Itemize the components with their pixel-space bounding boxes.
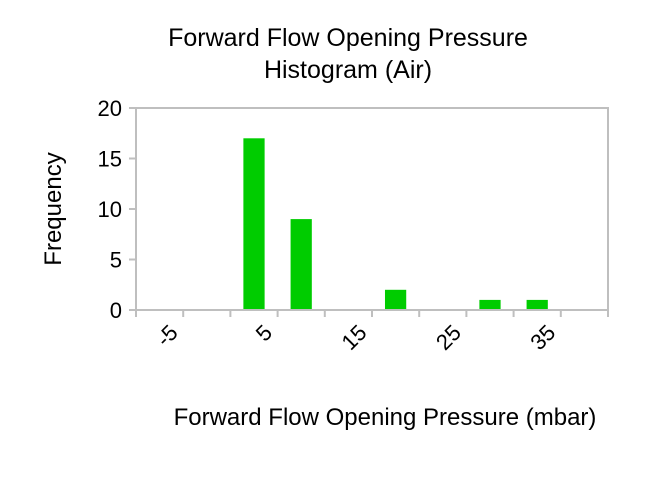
y-tick-label: 10 — [98, 197, 122, 222]
x-tick-label: 5 — [251, 320, 277, 346]
y-tick-label: 15 — [98, 147, 122, 172]
y-tick-label: 20 — [98, 96, 122, 121]
y-tick-label: 0 — [110, 298, 122, 323]
histogram-bar — [290, 219, 312, 310]
x-axis: -5 5 15 25 35 — [135, 309, 609, 355]
histogram-bar — [479, 299, 501, 310]
y-tick-label: 5 — [110, 248, 122, 273]
y-axis-label: Frequency — [40, 152, 67, 265]
x-axis-label: Forward Flow Opening Pressure (mbar) — [174, 404, 597, 431]
x-tick-label: 15 — [337, 320, 372, 355]
chart-title-line-2: Histogram (Air) — [264, 56, 432, 84]
x-tick-label: 25 — [431, 320, 466, 355]
chart-title-line-1: Forward Flow Opening Pressure — [168, 24, 528, 52]
histogram-bar — [243, 138, 265, 310]
x-tick-label: -5 — [151, 320, 183, 352]
x-tick-label: 35 — [525, 320, 560, 355]
histogram-bar — [384, 289, 407, 310]
histogram-bar — [526, 299, 548, 310]
bars-group — [243, 138, 548, 310]
y-axis: 0 5 10 15 20 — [98, 96, 137, 323]
plot-area-frame — [135, 107, 609, 311]
